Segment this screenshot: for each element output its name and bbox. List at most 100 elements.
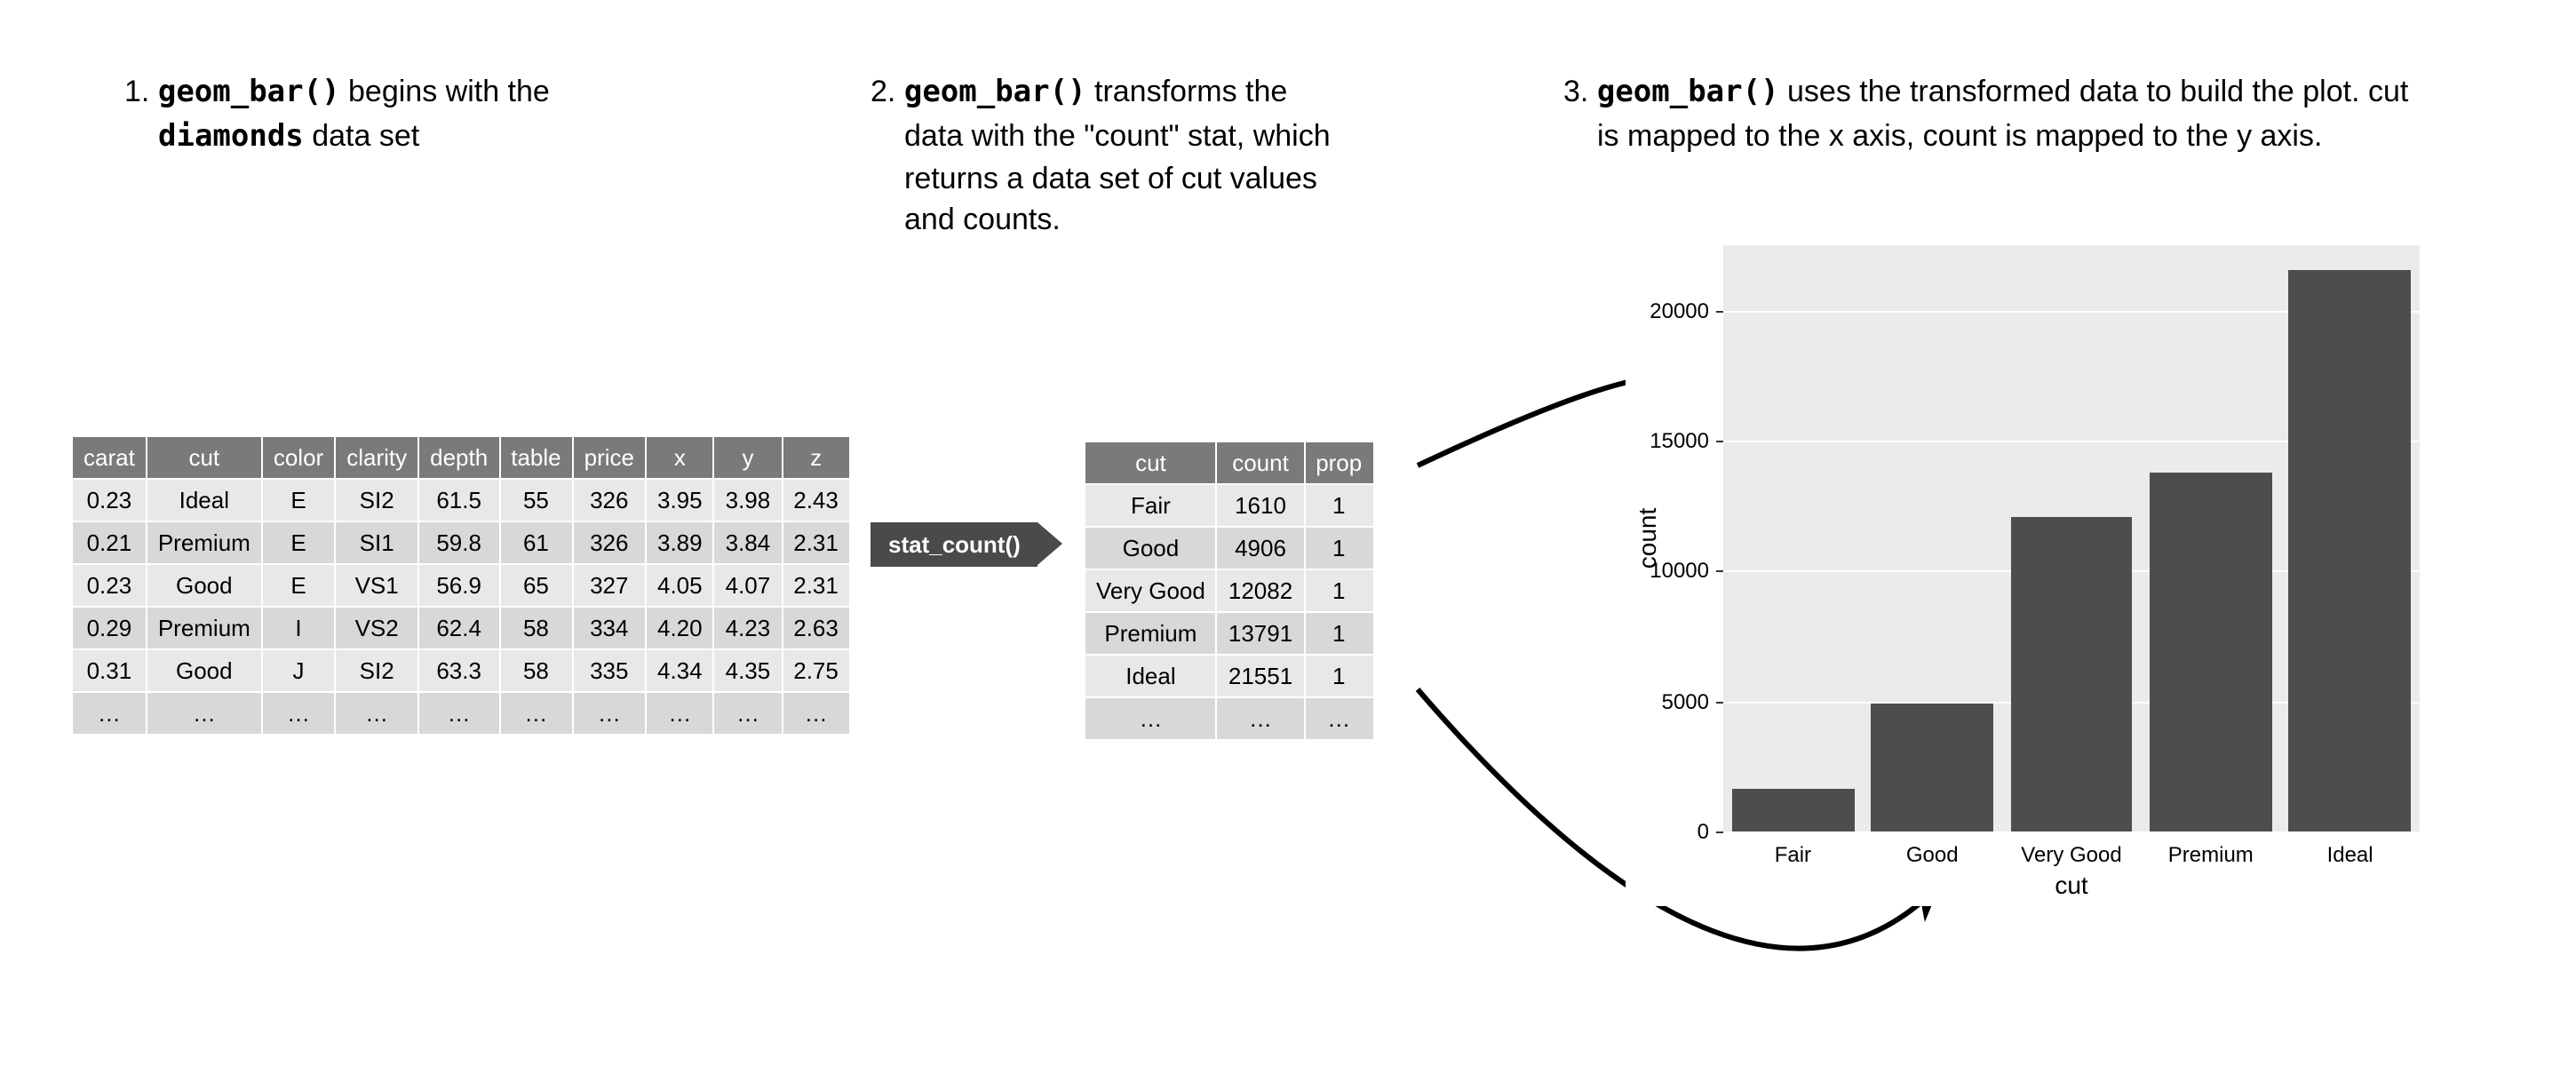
table-cell: 2.63 (782, 607, 850, 649)
table-cell: 1 (1304, 655, 1373, 697)
table-row: Ideal215511 (1085, 655, 1373, 697)
y-tick-label: 20000 (1626, 298, 1709, 322)
y-tick-mark (1716, 571, 1723, 573)
table-cell: 0.29 (72, 607, 147, 649)
table-cell: 2.31 (782, 564, 850, 607)
table-cell: 1 (1304, 612, 1373, 655)
table-cell: 13791 (1217, 612, 1304, 655)
column-header: z (782, 436, 850, 479)
caption-text: data set (304, 119, 419, 153)
step-number: 2. (871, 75, 895, 108)
x-tick-label: Ideal (2327, 842, 2373, 867)
table-cell: 0.23 (72, 564, 147, 607)
x-tick-label: Fair (1775, 842, 1811, 867)
table-cell: 1610 (1217, 484, 1304, 527)
table-cell: … (499, 692, 572, 735)
table-cell: 4.23 (714, 607, 783, 649)
table-cell: Premium (147, 607, 262, 649)
caption-step-3: 3. geom_bar() uses the transformed data … (1563, 71, 2416, 157)
table-cell: Good (147, 564, 262, 607)
x-axis-title: cut (2055, 871, 2087, 899)
table-cell: 2.31 (782, 521, 850, 564)
table-cell: 0.23 (72, 479, 147, 521)
y-tick-label: 0 (1626, 819, 1709, 844)
table-cell: … (147, 692, 262, 735)
table-row: 0.23GoodEVS156.9653274.054.072.31 (72, 564, 850, 607)
step-number: 3. (1563, 75, 1588, 108)
table-cell: 62.4 (418, 607, 499, 649)
table-cell: … (646, 692, 714, 735)
table-cell: 4.35 (714, 649, 783, 692)
table-cell: E (262, 521, 335, 564)
table-cell: … (335, 692, 418, 735)
table-cell: 334 (573, 607, 646, 649)
table-cell: … (1304, 697, 1373, 740)
table-cell: 55 (499, 479, 572, 521)
table-cell: 326 (573, 479, 646, 521)
table-cell: 1 (1304, 569, 1373, 612)
column-header: y (714, 436, 783, 479)
bar (2289, 270, 2412, 831)
table-cell: … (72, 692, 147, 735)
table-cell: 21551 (1217, 655, 1304, 697)
x-tick-label: Very Good (2021, 842, 2121, 867)
table-cell: I (262, 607, 335, 649)
table-cell: … (418, 692, 499, 735)
table-cell: 4.05 (646, 564, 714, 607)
y-tick-mark (1716, 441, 1723, 442)
y-tick-mark (1716, 831, 1723, 833)
table-cell: … (573, 692, 646, 735)
code-span: geom_bar() (158, 75, 340, 110)
bold-span: diamonds (158, 119, 304, 155)
table-cell: 327 (573, 564, 646, 607)
column-header: x (646, 436, 714, 479)
column-header: count (1217, 442, 1304, 484)
bar (2010, 517, 2133, 831)
table-cell: E (262, 479, 335, 521)
caption-step-2: 2. geom_bar() transforms the data with t… (871, 71, 1350, 242)
table-cell: Premium (147, 521, 262, 564)
table-cell: 326 (573, 521, 646, 564)
table-cell: 61.5 (418, 479, 499, 521)
table-cell: VS2 (335, 607, 418, 649)
table-cell: J (262, 649, 335, 692)
table-cell: E (262, 564, 335, 607)
bar (2150, 472, 2272, 831)
table-cell: Good (1085, 527, 1217, 569)
x-tick-label: Good (1906, 842, 1959, 867)
table-cell: 58 (499, 649, 572, 692)
code-span: geom_bar() (904, 75, 1086, 110)
table-cell: 0.21 (72, 521, 147, 564)
caption-text: begins with the (340, 75, 550, 108)
table-cell: Very Good (1085, 569, 1217, 612)
table-cell: SI2 (335, 479, 418, 521)
table-cell: 12082 (1217, 569, 1304, 612)
table-row: 0.31GoodJSI263.3583354.344.352.75 (72, 649, 850, 692)
table-row: 0.23IdealESI261.5553263.953.982.43 (72, 479, 850, 521)
table-cell: … (782, 692, 850, 735)
table-cell: 1 (1304, 527, 1373, 569)
table-cell: 65 (499, 564, 572, 607)
y-tick-mark (1716, 310, 1723, 312)
table-cell: VS1 (335, 564, 418, 607)
column-header: prop (1304, 442, 1373, 484)
column-header: cut (147, 436, 262, 479)
table-cell: 3.84 (714, 521, 783, 564)
table-cell: Ideal (147, 479, 262, 521)
bar-chart: count cut 05000100001500020000FairGoodVe… (1626, 231, 2434, 906)
column-header: clarity (335, 436, 418, 479)
gridline (1723, 831, 2420, 833)
table-cell: Fair (1085, 484, 1217, 527)
table-row: 0.21PremiumESI159.8613263.893.842.31 (72, 521, 850, 564)
table-cell: 4.20 (646, 607, 714, 649)
table-cell: 63.3 (418, 649, 499, 692)
table-cell: 3.89 (646, 521, 714, 564)
table-cell: 2.75 (782, 649, 850, 692)
plot-area (1723, 245, 2420, 831)
table-cell: … (262, 692, 335, 735)
table-cell: 0.31 (72, 649, 147, 692)
stat-count-label: stat_count() (871, 522, 1038, 567)
y-tick-label: 15000 (1626, 428, 1709, 453)
table-cell: 3.98 (714, 479, 783, 521)
caption-step-1: 1. geom_bar() begins with the diamonds d… (124, 71, 586, 159)
